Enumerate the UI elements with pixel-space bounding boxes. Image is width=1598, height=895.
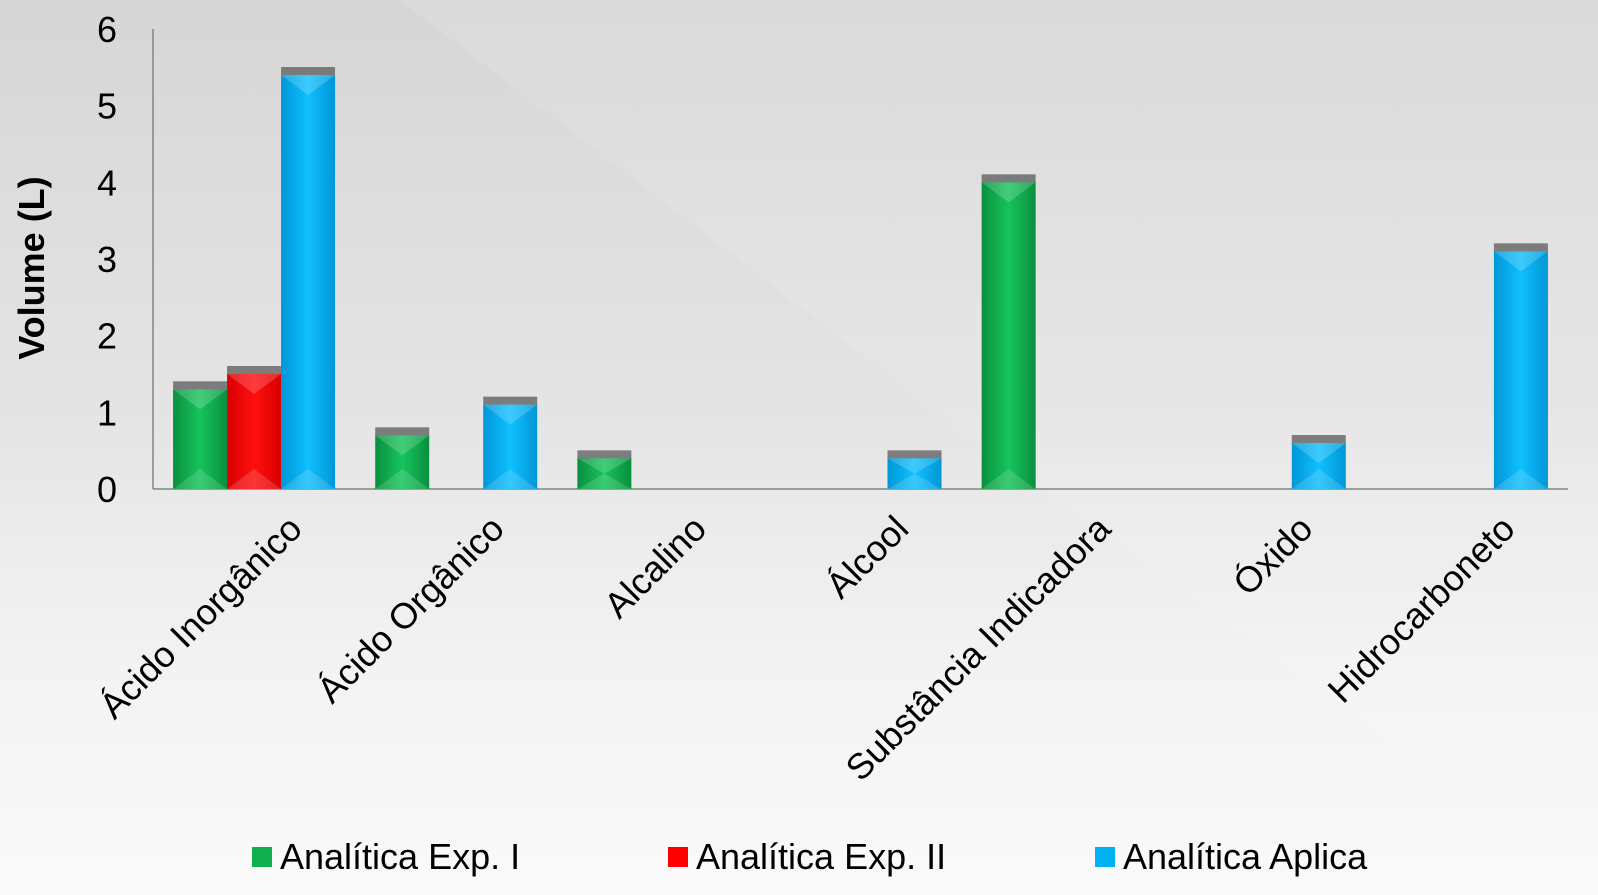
- x-category-label: Alcalino: [596, 508, 714, 626]
- y-axis-title: Volume (L): [11, 176, 52, 359]
- legend: Analítica Exp. I Analítica Exp. II Analíti…: [0, 832, 1598, 882]
- y-tick-label: 2: [97, 316, 117, 357]
- bar: [887, 450, 942, 489]
- bar: [981, 174, 1036, 490]
- y-tick-label: 0: [97, 469, 117, 510]
- y-tick-label: 6: [97, 9, 117, 50]
- bar: [173, 381, 228, 489]
- x-category-label: Ácido Inorgânico: [91, 508, 310, 727]
- bar: [1493, 243, 1548, 489]
- bar: [483, 396, 538, 489]
- legend-swatch: [1095, 847, 1115, 867]
- y-tick-label: 3: [97, 239, 117, 280]
- legend-item: Analítica Exp. II: [668, 832, 946, 882]
- bar: [577, 450, 632, 489]
- y-tick-label: 5: [97, 86, 117, 127]
- legend-label: Analítica Exp. II: [696, 836, 947, 877]
- legend-item: Analítica Exp. I: [252, 832, 520, 882]
- x-category-label: Ácido Orgânico: [309, 508, 512, 711]
- bars-group: [173, 67, 1548, 490]
- legend-swatch: [252, 847, 272, 867]
- y-tick-label: 1: [97, 392, 117, 433]
- legend-swatch: [668, 847, 688, 867]
- legend-label: Analítica Exp. I: [280, 836, 521, 877]
- bar: [375, 427, 430, 489]
- bar: [1291, 435, 1346, 489]
- legend-label: Analítica Aplica: [1123, 836, 1368, 877]
- legend-item: Analítica Aplica: [1095, 832, 1367, 882]
- bar: [227, 366, 282, 489]
- y-tick-label: 4: [97, 162, 117, 203]
- x-category-label: Álcool: [818, 508, 916, 606]
- bar: [281, 67, 336, 489]
